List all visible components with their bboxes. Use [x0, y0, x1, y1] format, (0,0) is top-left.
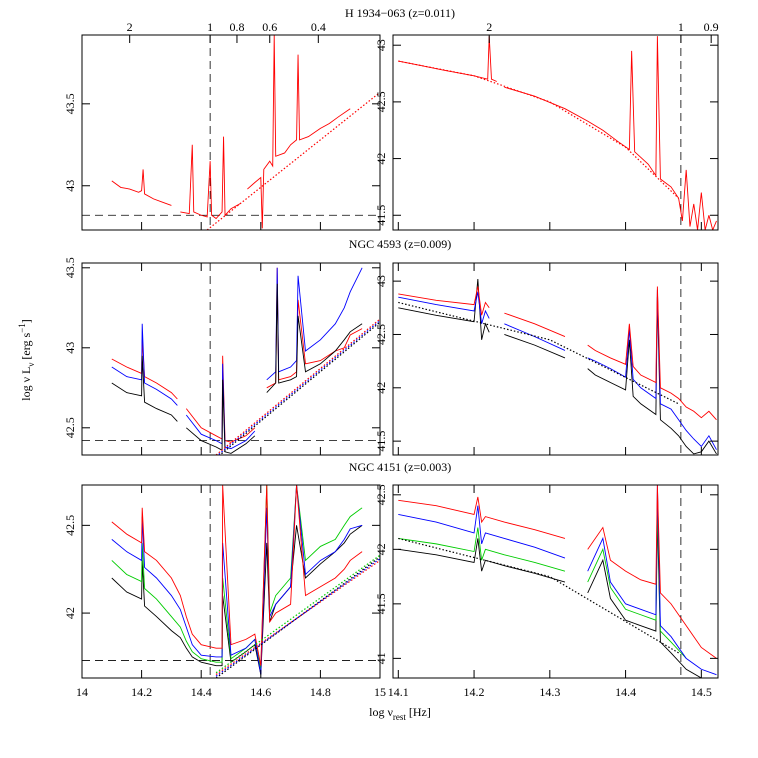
fit-line [217, 320, 380, 455]
y-tick-label: 42.5 [63, 417, 77, 438]
x-tick-label: 14.2 [464, 685, 485, 699]
top-tick-label: 1 [207, 20, 213, 34]
y-tick-label: 42.5 [374, 91, 388, 112]
y-tick-label: 42.5 [374, 484, 388, 505]
fit-line [215, 554, 380, 674]
plot-area [82, 485, 380, 678]
x-tick-label: 14.8 [310, 685, 331, 699]
y-tick-label: 43 [374, 275, 388, 287]
panel-title: H 1934−063 (z=0.011) [345, 6, 455, 20]
x-tick-label: 14.1 [388, 685, 409, 699]
plot-area [82, 35, 380, 230]
fit-line [398, 60, 680, 199]
y-tick-label: 42 [374, 153, 388, 165]
y-tick-label: 41.5 [374, 431, 388, 452]
panel-title: NGC 4151 (z=0.003) [349, 460, 451, 474]
panel-frame [392, 262, 719, 456]
y-label-sup: −1 [17, 323, 27, 333]
panel-frame [81, 484, 381, 679]
fit-line [215, 556, 380, 678]
spectrum [111, 485, 363, 675]
spectrum [111, 485, 363, 666]
spectrum [111, 283, 363, 454]
panel-frame [81, 34, 381, 231]
fit-line [398, 537, 679, 654]
x-label-sub: rest [393, 712, 406, 722]
y-tick-label: 42.5 [63, 515, 77, 536]
y-tick-label: 42 [374, 382, 388, 394]
y-label-main: log ν L [19, 367, 33, 401]
spectrum [111, 35, 351, 229]
y-label-end: ] [19, 319, 33, 323]
panel-title: NGC 4593 (z=0.009) [349, 237, 451, 251]
y-tick-label: 42 [374, 543, 388, 555]
top-tick-label: 2 [127, 20, 133, 34]
plot-area [398, 35, 717, 230]
top-tick-label: 0.6 [262, 20, 277, 34]
spectrum [398, 286, 717, 421]
plot-area [398, 263, 717, 455]
x-tick-label: 15 [374, 685, 386, 699]
y-axis-label: log ν Lν [erg s−1] [17, 319, 36, 401]
y-tick-label: 41.5 [374, 593, 388, 614]
x-axis-label: log νrest [Hz] [369, 705, 431, 722]
spectrum [111, 485, 363, 670]
fit-line [215, 318, 380, 455]
plot-area [82, 263, 380, 455]
x-tick-label: 14.3 [539, 685, 560, 699]
x-tick-label: 14.4 [191, 685, 212, 699]
spectrum [398, 485, 717, 659]
y-tick-label: 42.5 [374, 324, 388, 345]
x-tick-label: 14.6 [250, 685, 271, 699]
y-tick-label: 43.5 [63, 93, 77, 114]
panel-frame [392, 484, 719, 679]
x-tick-label: 14 [76, 685, 88, 699]
y-tick-label: 43.5 [63, 257, 77, 278]
y-tick-label: 42 [63, 607, 77, 619]
y-tick-label: 41 [374, 652, 388, 664]
top-tick-label: 0.8 [229, 20, 244, 34]
y-tick-label: 43 [374, 39, 388, 51]
top-tick-label: 0.4 [311, 20, 326, 34]
top-tick-label: 2 [486, 20, 492, 34]
x-tick-label: 14.4 [615, 685, 636, 699]
spectrum [398, 505, 687, 659]
panel-frame [81, 262, 381, 456]
plot-area [398, 485, 717, 678]
x-tick-label: 14.2 [131, 685, 152, 699]
y-label-sub: ν [26, 363, 36, 367]
spectrum [111, 267, 363, 450]
y-tick-label: 41.5 [374, 205, 388, 226]
x-label-main: log ν [369, 705, 393, 719]
y-tick-label: 43 [63, 180, 77, 192]
top-tick-label: 0.9 [704, 20, 719, 34]
panel-frame [392, 34, 719, 231]
y-label-rest: [erg s [19, 332, 33, 362]
x-label-rest: [Hz] [406, 705, 431, 719]
x-tick-label: 14.5 [691, 685, 712, 699]
top-tick-label: 1 [678, 20, 684, 34]
y-tick-label: 43 [63, 342, 77, 354]
spectrum [398, 36, 717, 230]
fit-line [215, 558, 380, 677]
fit-line [219, 321, 380, 455]
